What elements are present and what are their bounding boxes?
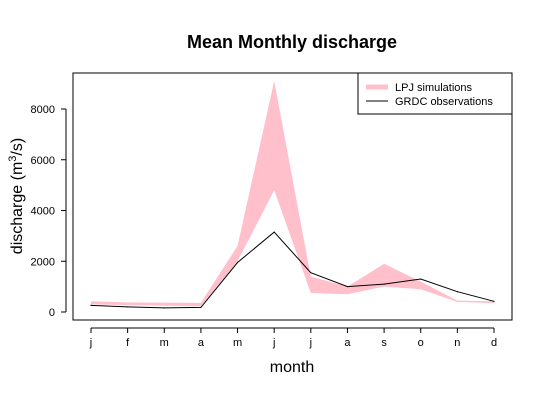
x-tick-label-9: s: [381, 337, 387, 349]
y-tick-label-8000: 8000: [31, 104, 55, 116]
grdc-point-n-11: [456, 291, 458, 293]
y-tick-label-6000: 6000: [31, 155, 55, 167]
grdc-point-s-9: [383, 283, 385, 285]
grdc-point-d-12: [493, 300, 495, 302]
x-tick-label-2: f: [126, 337, 130, 349]
series-grdc-observations-line: [90, 231, 495, 309]
x-tick-label-6: j: [272, 337, 275, 349]
x-tick-label-7: j: [309, 337, 312, 349]
x-tick-label-5: m: [233, 337, 242, 349]
legend-label-grdc: GRDC observations: [395, 96, 493, 108]
grdc-point-m-5: [236, 261, 239, 264]
x-tick-label-11: n: [454, 337, 460, 349]
grdc-point-j-1: [90, 304, 92, 307]
x-tick-label-12: d: [491, 337, 497, 349]
y-tick-label-2000: 2000: [31, 256, 55, 268]
legend-label-lpj: LPJ simulations: [395, 82, 473, 94]
grdc-point-a-4: [200, 306, 202, 309]
grdc-point-j-6: [273, 231, 275, 233]
plot-frame: [72, 72, 513, 321]
x-tick-label-4: a: [198, 337, 205, 349]
y-axis-label: discharge (m3/s): [7, 138, 26, 254]
plot-area: [90, 81, 495, 309]
y-tick-label-0: 0: [49, 307, 55, 319]
legend-box: [357, 72, 513, 115]
x-tick-label-3: m: [160, 337, 169, 349]
y-tick-label-4000: 4000: [31, 206, 55, 218]
chart-title: Mean Monthly discharge: [187, 32, 397, 52]
series-lpj-simulations-band: [91, 81, 494, 307]
grdc-point-o-10: [420, 278, 422, 280]
grdc-point-f-2: [127, 306, 129, 308]
grdc-point-j-7: [310, 272, 312, 274]
x-tick-label-1: j: [89, 337, 92, 349]
legend: LPJ simulations GRDC observations: [357, 72, 513, 115]
grdc-point-m-3: [163, 307, 165, 309]
y-axis-label-end: /s): [9, 138, 26, 156]
y-axis-label-main: discharge (m: [9, 162, 26, 254]
grdc-point-a-8: [346, 286, 349, 288]
y-axis-label-superscript: 3: [7, 156, 19, 162]
x-tick-label-10: o: [418, 337, 424, 349]
x-tick-label-8: a: [344, 337, 351, 349]
y-axis: 0 2000 4000 6000 8000: [31, 104, 67, 319]
x-axis-label: month: [270, 359, 314, 376]
